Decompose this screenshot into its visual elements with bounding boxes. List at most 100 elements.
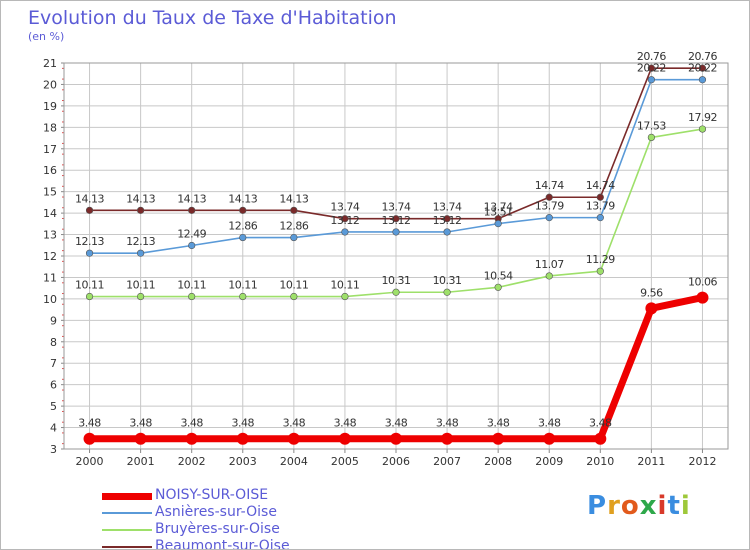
y-tick-label: 10 <box>43 293 57 306</box>
data-label: 14.13 <box>279 192 308 205</box>
legend-label: Beaumont-sur-Oise <box>155 538 290 550</box>
data-label: 3.48 <box>487 417 510 430</box>
data-point <box>137 249 145 257</box>
data-point <box>594 432 607 445</box>
data-point <box>545 193 553 201</box>
data-label: 10.11 <box>177 279 206 292</box>
data-point <box>239 206 247 214</box>
x-tick-label: 2012 <box>688 455 716 468</box>
data-label: 13.79 <box>535 200 564 213</box>
data-point <box>698 64 707 72</box>
data-label: 14.74 <box>586 179 615 192</box>
data-label: 13.12 <box>330 214 359 227</box>
data-point <box>188 292 196 301</box>
data-point <box>341 228 349 236</box>
data-label: 12.13 <box>75 235 104 248</box>
data-point <box>441 432 454 445</box>
data-point <box>647 76 655 84</box>
data-label: 13.74 <box>433 201 462 214</box>
data-label: 13.12 <box>433 214 462 227</box>
data-point <box>596 214 604 222</box>
data-point <box>392 288 400 296</box>
data-point <box>188 241 196 250</box>
data-label: 13.12 <box>382 214 411 227</box>
data-label: 20.76 <box>688 50 717 63</box>
y-tick-label: 19 <box>43 100 57 113</box>
y-tick-label: 9 <box>50 314 57 327</box>
data-label: 13.74 <box>330 201 359 214</box>
data-labels: 3.48 3.48 3.48 3.48 3.48 3.48 3.48 3.48 3.48 3.48… <box>75 50 718 430</box>
data-point <box>543 432 556 445</box>
legend-swatch <box>102 493 152 500</box>
data-point <box>645 302 658 315</box>
data-label: 12.86 <box>228 220 257 233</box>
data-label: 3.48 <box>589 417 612 430</box>
y-tick-label: 4 <box>50 422 57 435</box>
data-label: 14.13 <box>126 192 155 205</box>
legend-label: NOISY-SUR-OISE <box>155 487 269 503</box>
data-label: 20.22 <box>688 62 717 75</box>
data-label: 20.76 <box>637 50 666 63</box>
data-point <box>236 432 249 445</box>
data-point <box>134 432 147 445</box>
chart-unit-label: (en %) <box>28 30 65 43</box>
data-label: 11.29 <box>586 253 615 266</box>
logo-letter: t <box>667 491 681 521</box>
data-point <box>596 193 604 201</box>
data-point <box>443 288 451 296</box>
data-point <box>85 292 94 301</box>
legend-label: Asnières-sur-Oise <box>155 504 277 520</box>
data-point <box>85 249 94 257</box>
proxiti-logo: Proxiti <box>587 491 691 521</box>
logo-letter: o <box>620 491 640 521</box>
y-tick-label: 14 <box>43 207 57 220</box>
data-label: 14.13 <box>177 192 206 205</box>
legend: NOISY-SUR-OISE Asnières-sur-Oise Bruyères-… <box>102 487 362 550</box>
data-label: 10.31 <box>433 274 462 287</box>
data-label: 3.48 <box>78 417 101 430</box>
legend-item: Bruyères-sur-Oise <box>102 521 362 538</box>
data-point <box>492 432 505 445</box>
data-label: 10.31 <box>382 274 411 287</box>
data-point <box>185 432 198 445</box>
y-tick-label: 6 <box>50 379 57 392</box>
data-label: 3.48 <box>129 417 152 430</box>
data-label: 3.48 <box>436 417 459 430</box>
data-point <box>341 215 349 223</box>
data-label: 10.11 <box>330 279 359 292</box>
data-label: 3.48 <box>180 417 203 430</box>
data-label: 14.74 <box>535 179 564 192</box>
data-point <box>392 228 400 236</box>
x-tick-label: 2005 <box>331 455 359 468</box>
legend-swatch <box>102 512 152 514</box>
y-tick-label: 3 <box>50 443 57 456</box>
data-point <box>698 76 707 84</box>
y-tick-label: 11 <box>43 271 57 284</box>
data-label: 10.11 <box>279 279 308 292</box>
y-tick-label: 8 <box>50 336 57 349</box>
legend-item: NOISY-SUR-OISE <box>102 487 362 504</box>
chart-title: Evolution du Taux de Taxe d'Habitation <box>28 7 397 29</box>
data-label: 3.48 <box>283 417 306 430</box>
x-tick-label: 2007 <box>433 455 461 468</box>
legend-item: Asnières-sur-Oise <box>102 504 362 521</box>
series-layer <box>83 64 709 445</box>
data-point <box>290 206 298 214</box>
data-point <box>696 291 709 304</box>
y-tick-label: 21 <box>43 57 57 70</box>
x-tick-label: 2002 <box>178 455 206 468</box>
data-label: 11.07 <box>535 258 564 271</box>
x-tick-label: 2003 <box>229 455 257 468</box>
data-point <box>137 206 145 214</box>
data-label: 12.49 <box>177 227 206 240</box>
data-label: 13.51 <box>484 206 513 219</box>
data-point <box>494 283 502 291</box>
x-tick-label: 2011 <box>637 455 665 468</box>
data-label: 12.13 <box>126 235 155 248</box>
y-tick-label: 15 <box>43 186 57 199</box>
data-point <box>239 292 247 301</box>
data-point <box>545 272 553 280</box>
logo-letter: i <box>680 491 691 521</box>
